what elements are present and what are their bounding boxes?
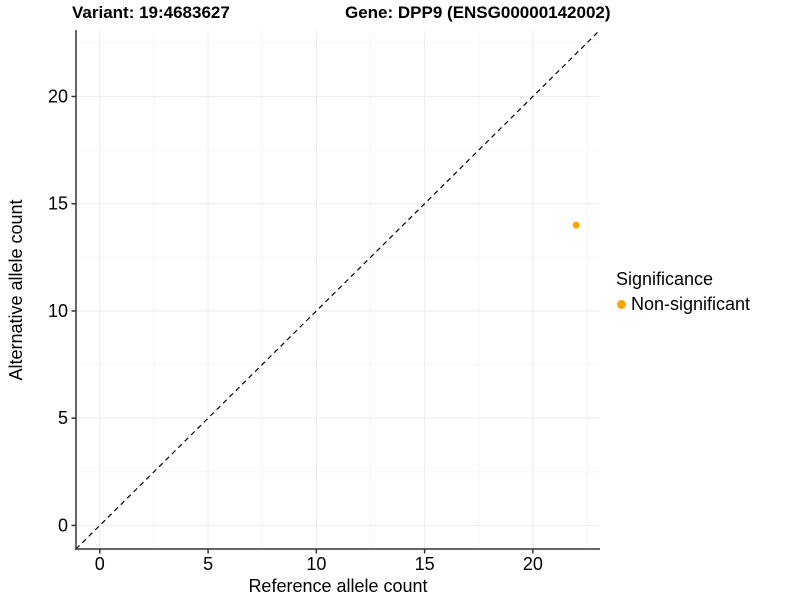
legend-item: Non-significant: [616, 294, 750, 315]
legend-item-label: Non-significant: [631, 294, 751, 314]
data-point: [572, 221, 580, 229]
y-axis-title: Alternative allele count: [6, 199, 26, 380]
x-tick-label: 15: [415, 554, 435, 574]
y-tick-label: 0: [58, 515, 68, 535]
plot-title-variant: Variant: 19:4683627: [72, 3, 230, 22]
legend: Significance Non-significant: [616, 269, 750, 315]
x-tick-label: 0: [95, 554, 105, 574]
y-tick-label: 20: [48, 86, 68, 106]
legend-dot-icon: [617, 300, 626, 309]
identity-line: [75, 29, 601, 550]
plot-title-gene: Gene: DPP9 (ENSG00000142002): [345, 3, 611, 22]
gridlines: [76, 30, 600, 549]
x-tick-label: 20: [523, 554, 543, 574]
legend-title: Significance: [616, 269, 714, 289]
y-tick-label: 15: [48, 194, 68, 214]
plot-geoms: [75, 29, 601, 550]
x-axis-title: Reference allele count: [248, 576, 427, 596]
y-tick-label: 5: [58, 408, 68, 428]
axes: 0 5 10 15 20 0 5 10 15 20: [48, 30, 600, 574]
y-tick-label: 10: [48, 301, 68, 321]
x-tick-label: 5: [203, 554, 213, 574]
x-tick-label: 10: [306, 554, 326, 574]
